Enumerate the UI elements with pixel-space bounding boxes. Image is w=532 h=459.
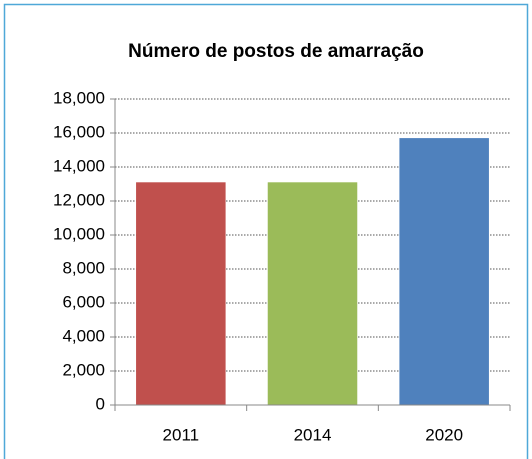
bar xyxy=(267,182,358,405)
chart-title: Número de postos de amarração xyxy=(128,41,424,62)
y-tick-label: 10,000 xyxy=(53,224,105,243)
bar xyxy=(399,138,489,405)
y-tick-label: 0 xyxy=(96,394,105,413)
y-tick-label: 16,000 xyxy=(53,122,105,141)
y-tick-label: 12,000 xyxy=(53,190,105,209)
bar xyxy=(136,182,226,405)
chart-frame xyxy=(3,3,529,459)
y-tick-label: 4,000 xyxy=(62,326,105,345)
y-tick-label: 2,000 xyxy=(62,360,105,379)
y-tick-label: 6,000 xyxy=(62,292,105,311)
y-tick-label: 18,000 xyxy=(53,88,105,107)
x-tick-label: 2014 xyxy=(294,425,332,444)
x-tick-label: 2020 xyxy=(425,425,463,444)
y-tick-label: 8,000 xyxy=(62,258,105,277)
y-tick-label: 14,000 xyxy=(53,156,105,175)
x-tick-label: 2011 xyxy=(163,425,200,444)
